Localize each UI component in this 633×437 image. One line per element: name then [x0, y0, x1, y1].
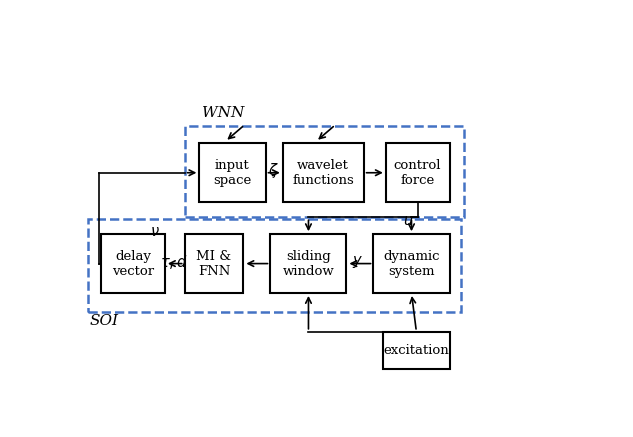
Bar: [88, 219, 461, 312]
Text: wavelet
functions: wavelet functions: [292, 159, 354, 187]
Bar: [283, 143, 363, 202]
Bar: [185, 126, 464, 217]
Text: $\nu$: $\nu$: [150, 225, 160, 239]
Bar: [101, 234, 165, 293]
Text: control
force: control force: [394, 159, 441, 187]
Text: MI &
FNN: MI & FNN: [196, 250, 232, 277]
Text: excitation: excitation: [384, 344, 449, 357]
Text: $\zeta$: $\zeta$: [268, 161, 279, 180]
Bar: [385, 143, 449, 202]
Text: input
space: input space: [213, 159, 251, 187]
Text: $\tau, d$: $\tau, d$: [160, 253, 187, 271]
Text: delay
vector: delay vector: [112, 250, 154, 277]
Bar: [185, 234, 244, 293]
Text: sliding
window: sliding window: [282, 250, 334, 277]
Bar: [384, 332, 449, 369]
Text: $y$: $y$: [352, 254, 363, 270]
Text: $u$: $u$: [403, 214, 414, 228]
Bar: [270, 234, 346, 293]
Text: WNN: WNN: [202, 106, 244, 120]
Text: dynamic
system: dynamic system: [383, 250, 440, 277]
Bar: [373, 234, 449, 293]
Bar: [199, 143, 266, 202]
Text: SOI: SOI: [90, 314, 119, 328]
